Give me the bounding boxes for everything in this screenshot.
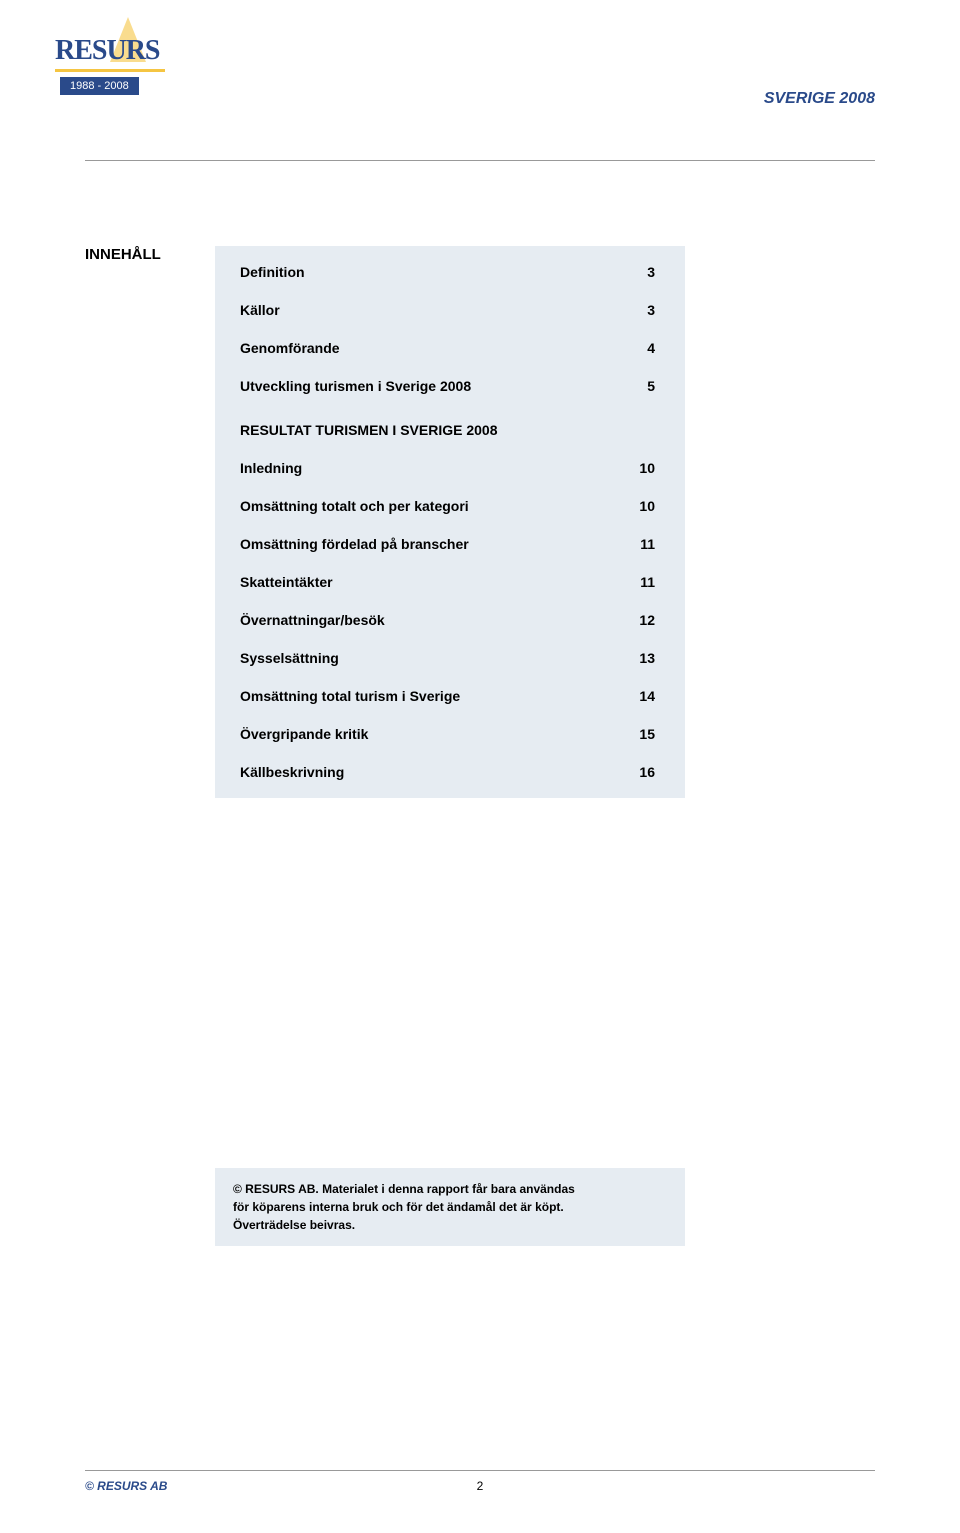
page-footer: © RESURS AB 2: [85, 1470, 875, 1493]
toc-item-page: 14: [639, 688, 655, 704]
toc-item-page: 15: [639, 726, 655, 742]
header-rule: [85, 160, 875, 161]
toc-item-page: 11: [640, 536, 655, 552]
content-area: INNEHÅLL Definition 3 Källor 3 Genomförande 4…: [85, 246, 875, 1246]
toc-section-header: RESULTAT TURISMEN I SVERIGE 2008: [240, 422, 655, 438]
footer-page-number: 2: [477, 1479, 484, 1493]
toc-item-title: Omsättning totalt och per kategori: [240, 498, 469, 514]
toc-item-page: 10: [639, 498, 655, 514]
footer-copyright: © RESURS AB: [85, 1479, 167, 1493]
toc-item-title: Omsättning fördelad på branscher: [240, 536, 469, 552]
logo-text: RESURS: [55, 35, 165, 67]
toc-item-title: Övernattningar/besök: [240, 612, 385, 628]
copyright-box: © RESURS AB. Materialet i denna rapport …: [215, 1168, 685, 1246]
footer-rule: [85, 1470, 875, 1471]
toc-item-title: Genomförande: [240, 340, 340, 356]
toc-item-title: Inledning: [240, 460, 302, 476]
toc-row: Inledning 10: [240, 460, 655, 476]
toc-item-page: 3: [647, 302, 655, 318]
toc-item-page: 11: [640, 574, 655, 590]
toc-item-title: Övergripande kritik: [240, 726, 368, 742]
toc-item-title: Omsättning total turism i Sverige: [240, 688, 460, 704]
logo: RESURS 1988 - 2008: [55, 35, 165, 95]
toc-row: Omsättning total turism i Sverige 14: [240, 688, 655, 704]
toc-item-page: 5: [647, 378, 655, 394]
toc-item-title: Definition: [240, 264, 305, 280]
toc-item-title: Skatteintäkter: [240, 574, 333, 590]
toc-row: Övernattningar/besök 12: [240, 612, 655, 628]
toc-row: Omsättning totalt och per kategori 10: [240, 498, 655, 514]
copyright-line: för köparens interna bruk och för det än…: [233, 1200, 564, 1214]
toc-row: Utveckling turismen i Sverige 2008 5: [240, 378, 655, 394]
toc-row: Sysselsättning 13: [240, 650, 655, 666]
toc-item-title: Källor: [240, 302, 280, 318]
toc-row: Genomförande 4: [240, 340, 655, 356]
toc-row: Omsättning fördelad på branscher 11: [240, 536, 655, 552]
toc-item-page: 10: [639, 460, 655, 476]
toc-item-page: 16: [639, 764, 655, 780]
copyright-line: Överträdelse beivras.: [233, 1218, 355, 1232]
toc-row: Skatteintäkter 11: [240, 574, 655, 590]
toc-row: Definition 3: [240, 264, 655, 280]
toc-label: INNEHÅLL: [85, 246, 215, 263]
toc-row: Källor 3: [240, 302, 655, 318]
toc-box: Definition 3 Källor 3 Genomförande 4 Utvecklin…: [215, 246, 685, 798]
toc-item-page: 13: [639, 650, 655, 666]
copyright-line: © RESURS AB. Materialet i denna rapport …: [233, 1182, 575, 1196]
toc-item-page: 3: [647, 264, 655, 280]
toc-item-page: 12: [639, 612, 655, 628]
page-header: RESURS 1988 - 2008 SVERIGE 2008: [85, 50, 875, 150]
toc-item-title: Sysselsättning: [240, 650, 339, 666]
logo-underline: [55, 69, 165, 72]
toc-item-page: 4: [647, 340, 655, 356]
logo-year-badge: 1988 - 2008: [60, 77, 139, 95]
toc-item-title: Utveckling turismen i Sverige 2008: [240, 378, 471, 394]
toc-row: Övergripande kritik 15: [240, 726, 655, 742]
header-title: SVERIGE 2008: [764, 90, 875, 108]
toc-item-title: Källbeskrivning: [240, 764, 344, 780]
toc-row: Källbeskrivning 16: [240, 764, 655, 780]
